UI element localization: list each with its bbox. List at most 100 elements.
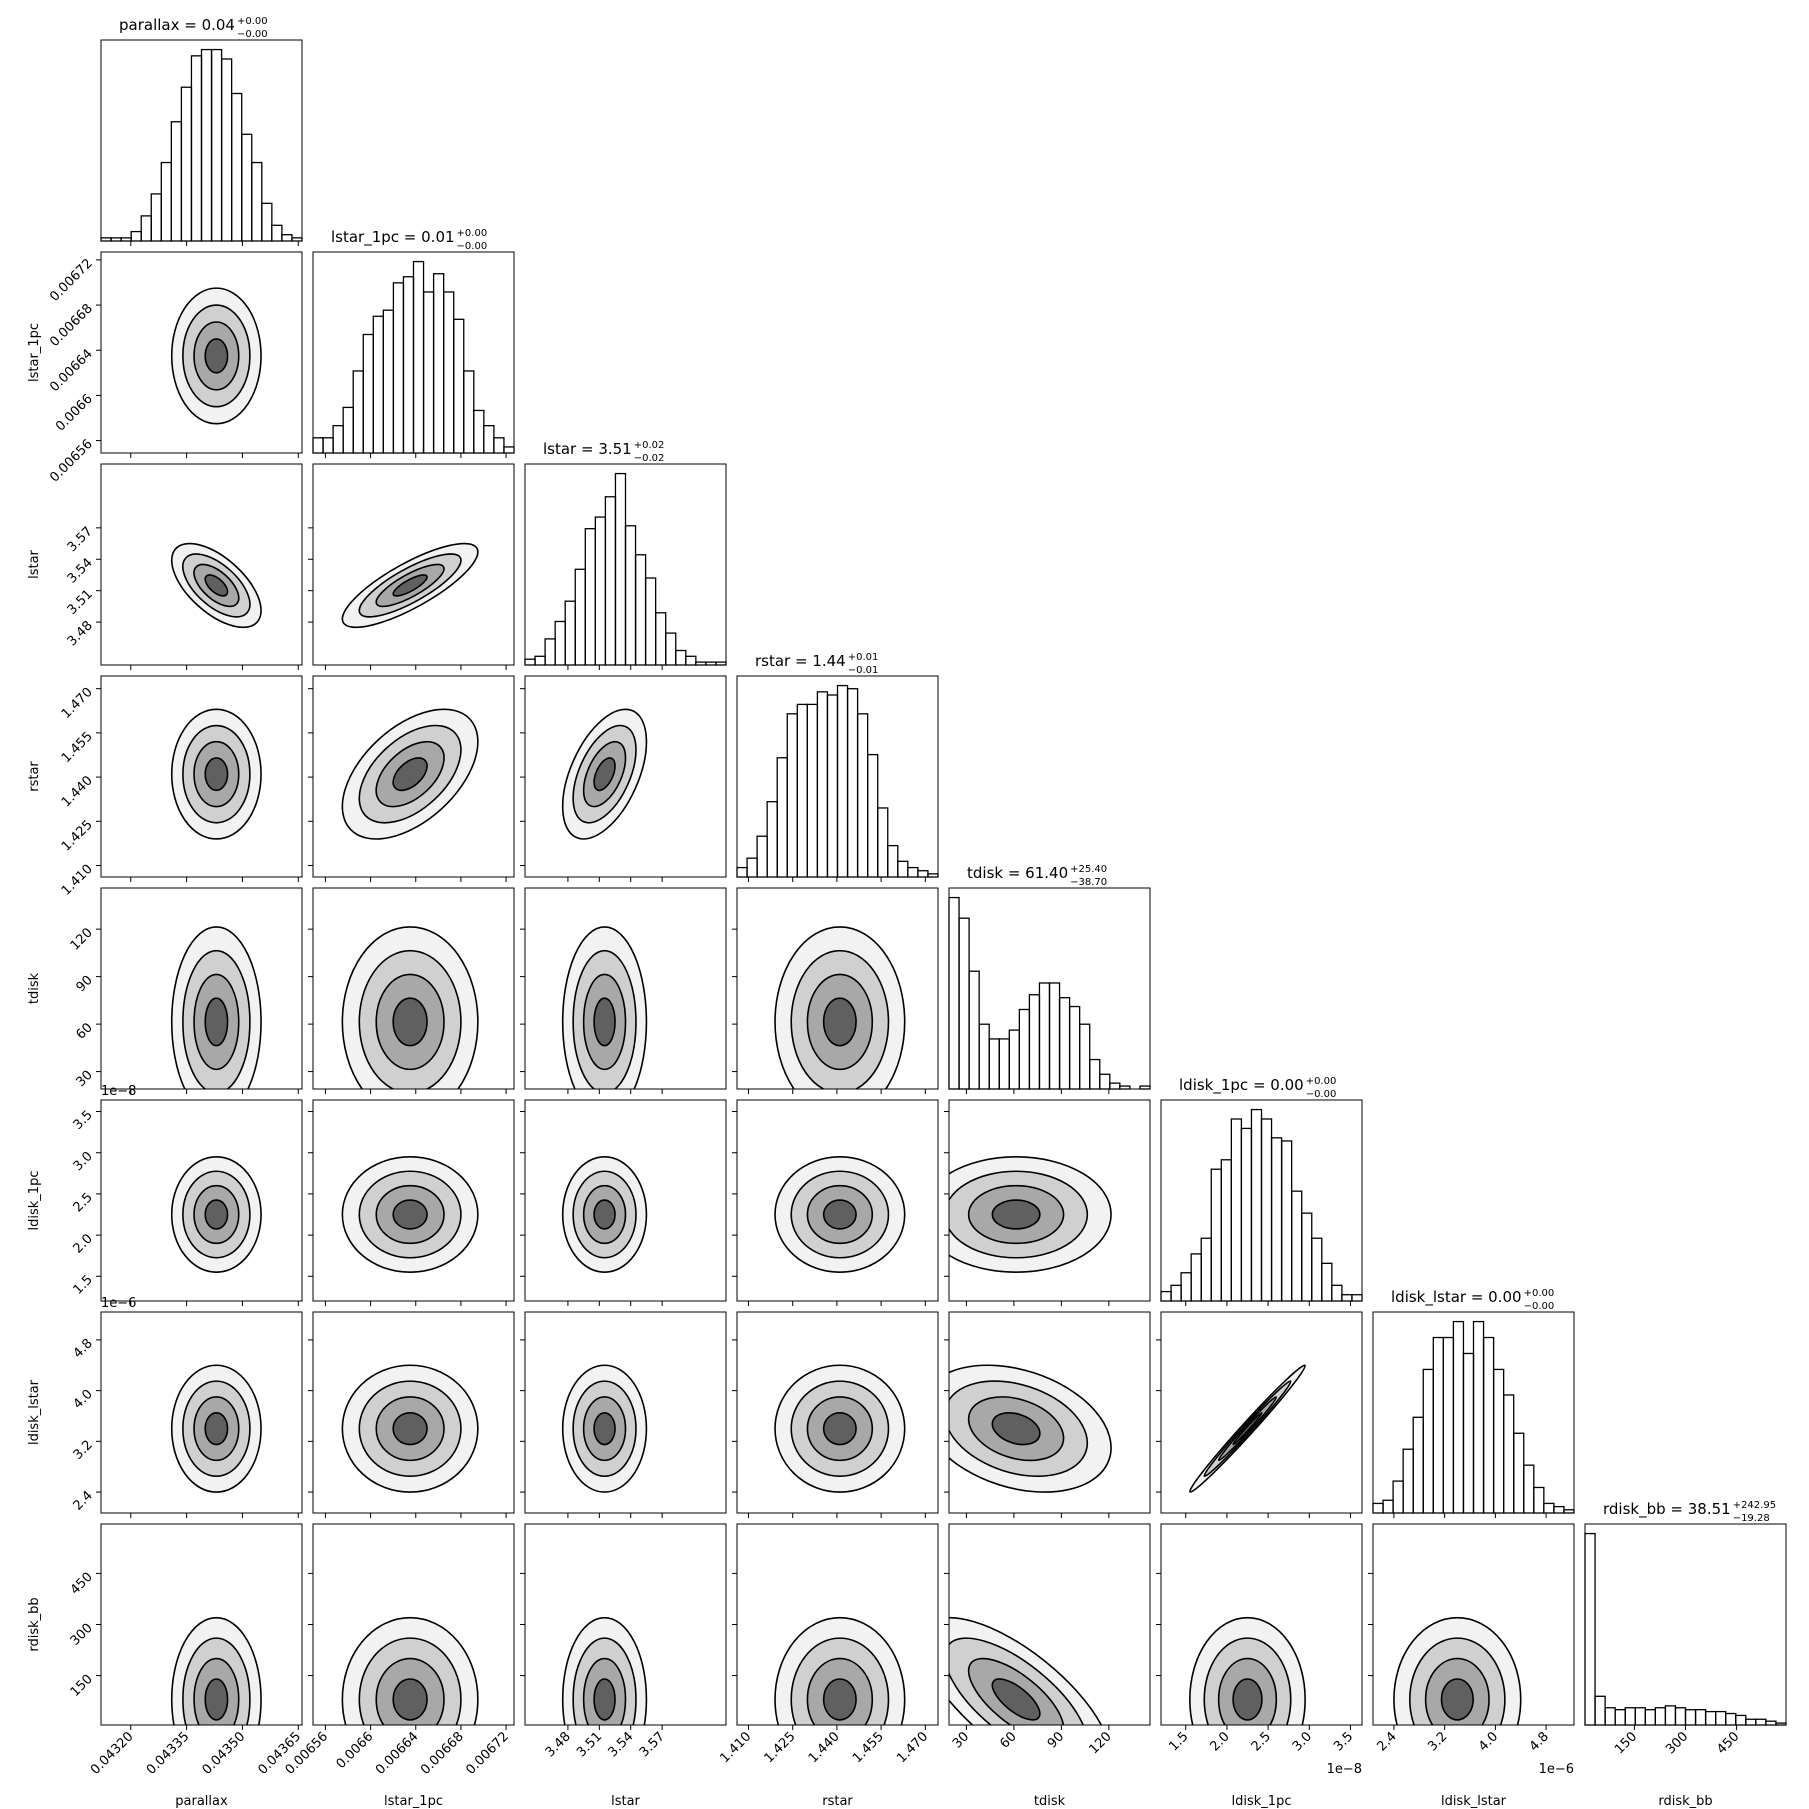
density [949,1156,1112,1273]
x-tick-label: 2.5 [1249,1729,1274,1754]
hist-bar [1402,1448,1414,1514]
x-tick-label: 1.470 [894,1729,931,1766]
density [170,1616,262,1725]
panel-frame [312,887,515,1090]
hist-bar [1503,1394,1515,1514]
panel: lstar = 3.51 +0.02 −0.02 [524,440,727,670]
panel-frame [312,1523,515,1726]
panel-title: lstar_1pc = 0.01 [331,228,455,247]
hist-bar [816,691,829,878]
hist-bar [594,516,607,666]
hist-bar [210,48,223,242]
hist-bar [493,437,505,454]
contour [822,997,857,1047]
hist-bar [1704,1710,1717,1726]
y-tick-label: 1.5 [71,1273,96,1298]
panel-title: rdisk_bb = 38.51 [1603,1500,1731,1519]
panel: 1.5 2.0 2.5 3.0 3.5 ldisk_1pc 1e−8 [1156,1523,1363,1809]
density [341,1616,479,1725]
hist-bar [1301,1212,1313,1302]
hist-bar [1594,1695,1606,1726]
panel-frame [524,1099,727,1302]
panel-frame [736,887,939,1090]
x-axis-label: ldisk_1pc [1232,1794,1292,1809]
density [170,1156,262,1273]
hist-bar [1018,1008,1031,1090]
panel-frame [312,675,515,878]
x-tick-label: 4.0 [1476,1729,1501,1754]
hist-bar [372,315,384,454]
contour [593,1412,616,1446]
hist-bar [422,291,435,454]
panel-frame [948,1099,1151,1302]
hist-bar [1584,1532,1596,1726]
panel [1156,1311,1363,1518]
hist-bar [1048,982,1061,1090]
hist-bar [1240,1127,1253,1302]
y-tick-label: 4.0 [71,1387,96,1412]
hist-bar [1068,1005,1081,1090]
hist-bar [1321,1262,1333,1302]
hist-bar [150,193,162,242]
y-offset: 1e−6 [101,1296,136,1311]
title-upper: +242.95 [1733,1500,1776,1511]
hist-bar [190,55,203,242]
hist-bar [554,620,566,666]
hist-bar [473,409,485,454]
panel-frame [524,1523,727,1726]
hist-bar [352,370,364,454]
hist-bar [1250,1108,1263,1302]
panel-title: tdisk = 61.40 [967,864,1068,882]
panel [308,675,515,882]
x-tick-label: 0.00672 [463,1729,512,1778]
hist-bar [442,291,455,454]
hist-bar [1291,1190,1303,1302]
hist-bar [796,703,808,878]
x-tick-label: 1.5 [1166,1729,1191,1754]
hist-bar [786,713,798,878]
contour [392,574,428,597]
y-tick-label: 3.54 [65,555,96,586]
title-lower: −0.00 [237,29,268,40]
hist-bar [856,713,869,878]
hist-bar [1765,1720,1777,1726]
panel [520,675,727,882]
hist-bar [1160,1290,1172,1302]
x-tick-label: 3.48 [543,1729,574,1760]
hist-bar [1382,1499,1394,1514]
panel-frame [312,1099,515,1302]
x-tick-label: 1.425 [762,1729,799,1766]
hist-bar [1180,1272,1192,1302]
hist-bar [968,970,980,1090]
hist-bar [644,577,657,666]
hist-bar [1260,1118,1273,1302]
hist-bar [1341,1294,1353,1302]
hist-bar [483,425,495,454]
x-tick-label: 0.04350 [200,1729,249,1778]
hist-bar [776,757,788,878]
panel-frame [312,1311,515,1514]
hist-bar [1543,1502,1555,1514]
y-tick-label: 4.8 [71,1336,96,1361]
title-upper: +0.00 [237,16,268,27]
y-tick-label: 1.470 [59,685,96,722]
panel [308,1099,515,1306]
panel-title: parallax = 0.04 [119,16,235,34]
panel-frame [100,39,303,242]
x-axis-label: lstar [611,1794,640,1809]
panel-frame [948,1523,1151,1726]
title-upper: +0.00 [457,228,488,239]
hist-bar [1462,1352,1475,1514]
y-tick-label: 3.2 [71,1438,96,1463]
hist-bar [1513,1432,1525,1514]
y-axis-label: tdisk [27,972,42,1004]
hist-bar [826,694,839,878]
hist-bar [1038,982,1051,1090]
hist-bar [1200,1237,1212,1302]
panel-frame [948,887,1151,1090]
hist-bar [170,121,183,242]
panel-frame [524,887,727,1090]
contour [822,1412,857,1446]
